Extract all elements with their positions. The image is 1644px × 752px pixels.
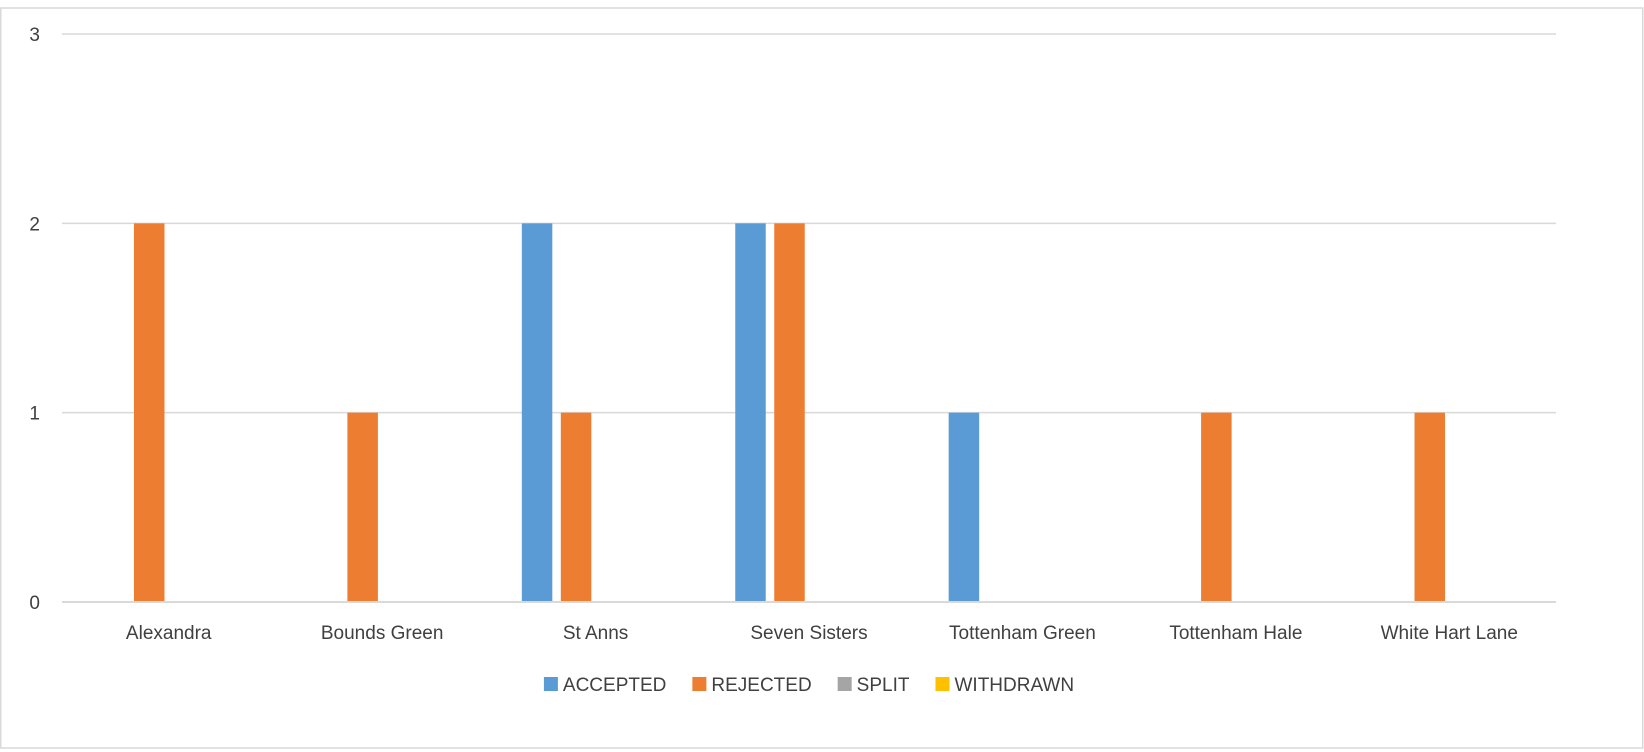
legend-label: REJECTED <box>711 675 811 696</box>
legend-swatch <box>935 677 950 691</box>
x-tick-label: Tottenham Green <box>949 623 1096 644</box>
legend-label: WITHDRAWN <box>954 675 1074 696</box>
legend: ACCEPTED REJECTED SPLIT WITHDRAWN <box>543 675 1074 696</box>
x-tick-label: White Hart Lane <box>1381 623 1518 644</box>
bar <box>1201 412 1232 602</box>
gridlines <box>62 33 1556 414</box>
y-tick-label: 3 <box>29 25 40 46</box>
legend-label: ACCEPTED <box>563 675 666 696</box>
y-tick-label: 2 <box>29 214 40 235</box>
x-tick-label: Seven Sisters <box>750 623 867 644</box>
y-tick-label: 1 <box>29 404 40 425</box>
x-tick-label: Tottenham Hale <box>1169 623 1302 644</box>
legend-item: SPLIT <box>837 675 910 696</box>
legend-item: WITHDRAWN <box>935 675 1074 696</box>
bar <box>133 223 165 603</box>
legend-label: SPLIT <box>857 675 910 696</box>
bar <box>948 412 980 602</box>
legend-swatch <box>543 677 558 691</box>
bar <box>560 412 592 602</box>
x-tick-label: Bounds Green <box>321 623 444 644</box>
x-axis-ticks: Alexandra Bounds Green St Anns Seven Sister… <box>126 623 1518 644</box>
bars <box>133 223 1446 603</box>
y-axis-ticks: 0 1 2 3 <box>29 25 40 614</box>
bar <box>521 223 553 603</box>
legend-item: ACCEPTED <box>543 675 666 696</box>
legend-item: REJECTED <box>692 675 812 696</box>
bar <box>774 223 805 603</box>
y-tick-label: 0 <box>29 593 40 614</box>
bar <box>347 412 378 602</box>
x-tick-label: St Anns <box>563 623 629 644</box>
legend-swatch <box>837 677 852 691</box>
legend-swatch <box>692 677 707 691</box>
x-tick-label: Alexandra <box>126 623 212 644</box>
chart-frame <box>0 7 1644 749</box>
bar <box>1414 412 1446 602</box>
bar <box>735 223 766 603</box>
